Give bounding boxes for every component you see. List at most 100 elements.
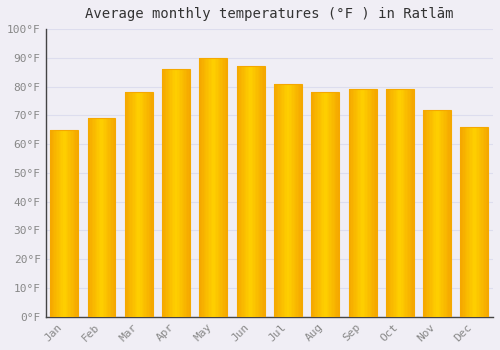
Bar bbox=[336, 92, 338, 317]
Bar bbox=[183, 69, 184, 317]
Bar bbox=[182, 69, 183, 317]
Bar bbox=[426, 110, 428, 317]
Bar bbox=[398, 90, 400, 317]
Bar bbox=[406, 90, 407, 317]
Bar bbox=[352, 90, 354, 317]
Bar bbox=[331, 92, 332, 317]
Bar bbox=[63, 130, 64, 317]
Bar bbox=[172, 69, 174, 317]
Bar bbox=[468, 127, 469, 317]
Bar bbox=[96, 118, 98, 317]
Bar bbox=[164, 69, 165, 317]
Bar bbox=[396, 90, 397, 317]
Bar bbox=[324, 92, 325, 317]
Bar bbox=[390, 90, 392, 317]
Bar bbox=[209, 58, 210, 317]
Bar bbox=[89, 118, 90, 317]
Bar bbox=[357, 90, 358, 317]
Bar bbox=[326, 92, 328, 317]
Bar bbox=[338, 92, 339, 317]
Bar bbox=[358, 90, 360, 317]
Bar bbox=[236, 66, 238, 317]
Bar bbox=[148, 92, 150, 317]
Bar bbox=[76, 130, 77, 317]
Bar bbox=[107, 118, 108, 317]
Bar bbox=[446, 110, 447, 317]
Bar bbox=[210, 58, 212, 317]
Bar bbox=[208, 58, 209, 317]
Bar bbox=[180, 69, 182, 317]
Bar bbox=[374, 90, 375, 317]
Bar bbox=[238, 66, 240, 317]
Bar bbox=[214, 58, 215, 317]
Bar bbox=[411, 90, 412, 317]
Bar bbox=[223, 58, 224, 317]
Bar bbox=[328, 92, 330, 317]
Bar bbox=[215, 58, 216, 317]
Bar bbox=[484, 127, 486, 317]
Bar bbox=[103, 118, 104, 317]
Bar bbox=[364, 90, 366, 317]
Bar bbox=[361, 90, 362, 317]
Bar bbox=[474, 127, 476, 317]
Bar bbox=[112, 118, 114, 317]
Bar bbox=[423, 110, 424, 317]
Bar bbox=[299, 84, 300, 317]
Bar bbox=[477, 127, 478, 317]
Bar bbox=[285, 84, 286, 317]
Bar bbox=[130, 92, 132, 317]
Bar bbox=[486, 127, 487, 317]
Bar bbox=[114, 118, 116, 317]
Bar bbox=[259, 66, 260, 317]
Bar bbox=[292, 84, 294, 317]
Bar bbox=[282, 84, 284, 317]
Bar bbox=[70, 130, 71, 317]
Bar bbox=[205, 58, 206, 317]
Bar bbox=[321, 92, 322, 317]
Bar bbox=[219, 58, 220, 317]
Bar bbox=[290, 84, 292, 317]
Bar bbox=[102, 118, 103, 317]
Bar bbox=[430, 110, 432, 317]
Bar bbox=[397, 90, 398, 317]
Bar bbox=[254, 66, 255, 317]
Bar bbox=[440, 110, 442, 317]
Bar bbox=[222, 58, 223, 317]
Bar bbox=[476, 127, 477, 317]
Bar bbox=[224, 58, 226, 317]
Bar bbox=[466, 127, 468, 317]
Bar bbox=[62, 130, 63, 317]
Bar bbox=[482, 127, 483, 317]
Bar bbox=[360, 90, 361, 317]
Bar bbox=[144, 92, 146, 317]
Bar bbox=[57, 130, 58, 317]
Bar bbox=[146, 92, 147, 317]
Bar bbox=[147, 92, 148, 317]
Bar bbox=[354, 90, 356, 317]
Bar bbox=[143, 92, 144, 317]
Bar bbox=[325, 92, 326, 317]
Bar bbox=[469, 127, 470, 317]
Bar bbox=[166, 69, 168, 317]
Bar bbox=[332, 92, 334, 317]
Bar bbox=[288, 84, 290, 317]
Bar bbox=[260, 66, 262, 317]
Bar bbox=[274, 84, 276, 317]
Bar bbox=[142, 92, 143, 317]
Bar bbox=[316, 92, 317, 317]
Bar bbox=[200, 58, 201, 317]
Bar bbox=[274, 84, 302, 317]
Bar bbox=[256, 66, 258, 317]
Bar bbox=[423, 110, 451, 317]
Bar bbox=[362, 90, 364, 317]
Bar bbox=[66, 130, 67, 317]
Bar bbox=[262, 66, 263, 317]
Bar bbox=[442, 110, 444, 317]
Bar bbox=[174, 69, 176, 317]
Bar bbox=[236, 66, 264, 317]
Bar bbox=[125, 92, 153, 317]
Bar bbox=[386, 90, 414, 317]
Bar bbox=[473, 127, 474, 317]
Bar bbox=[434, 110, 436, 317]
Bar bbox=[255, 66, 256, 317]
